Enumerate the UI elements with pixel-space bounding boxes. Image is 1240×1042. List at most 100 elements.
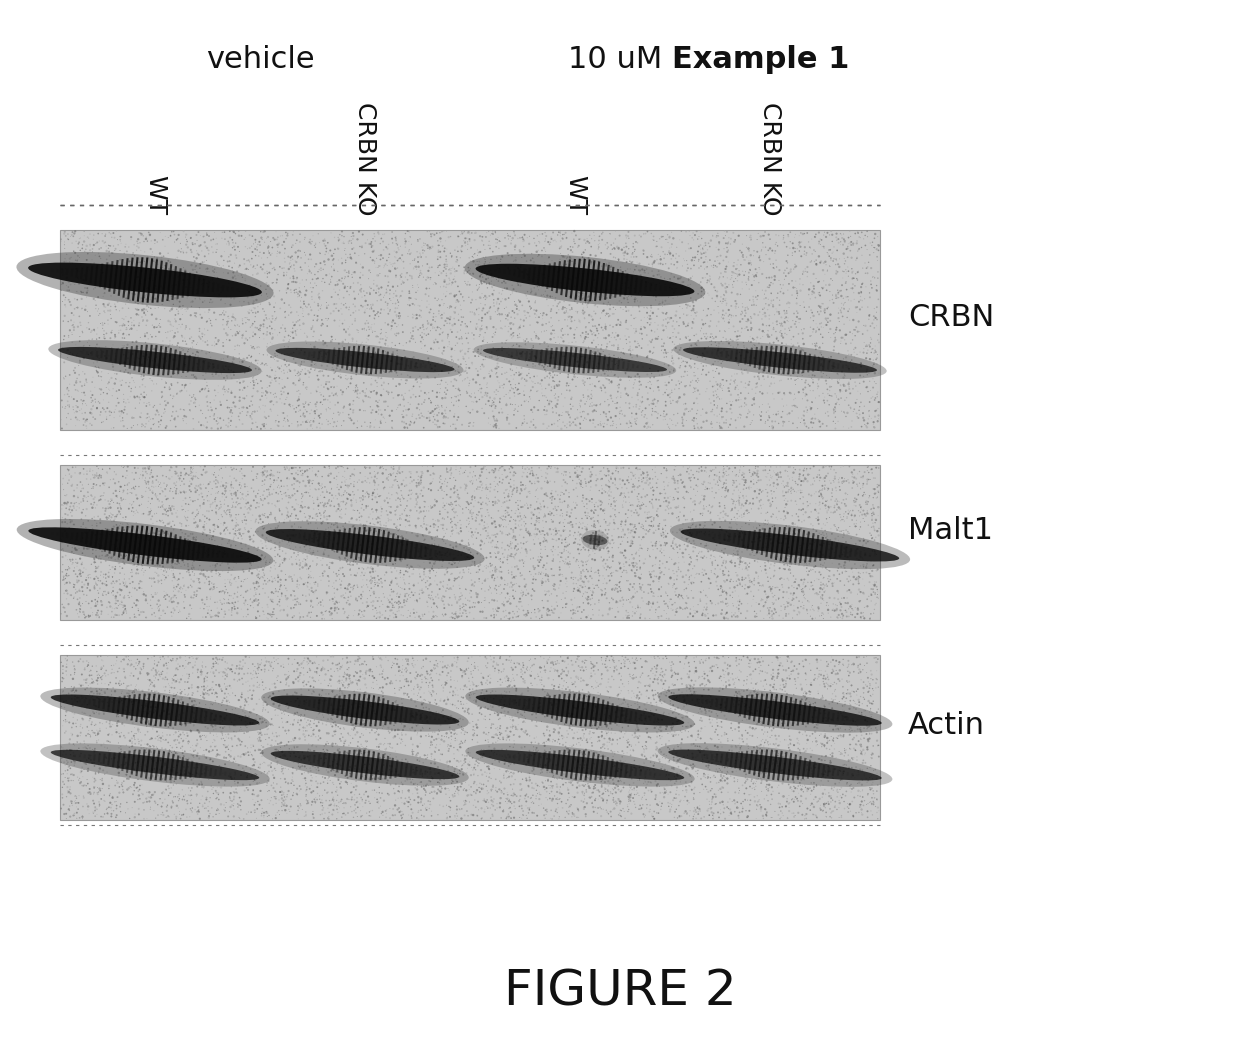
- Point: [58, 268, 78, 284]
- Point: [725, 300, 745, 317]
- Point: [114, 316, 134, 332]
- Point: [564, 231, 584, 248]
- Point: [269, 792, 289, 809]
- Point: [277, 773, 296, 790]
- Point: [598, 461, 618, 477]
- Point: [661, 344, 681, 361]
- Point: [558, 538, 578, 554]
- Point: [841, 598, 861, 615]
- Point: [148, 731, 167, 748]
- Point: [461, 501, 481, 518]
- Point: [677, 704, 697, 721]
- Point: [337, 610, 357, 626]
- Point: [738, 579, 758, 596]
- Point: [179, 670, 198, 687]
- Point: [844, 321, 864, 338]
- Point: [564, 223, 584, 240]
- Point: [730, 549, 750, 566]
- Point: [166, 458, 186, 475]
- Point: [681, 350, 701, 367]
- Point: [744, 588, 764, 604]
- Point: [591, 748, 611, 765]
- Point: [786, 747, 806, 764]
- Point: [724, 332, 744, 349]
- Point: [379, 738, 399, 754]
- Point: [471, 537, 491, 553]
- Point: [352, 553, 372, 570]
- Point: [325, 516, 345, 532]
- Point: [852, 549, 872, 566]
- Point: [407, 496, 427, 513]
- Point: [707, 387, 727, 403]
- Point: [831, 233, 851, 250]
- Point: [786, 398, 806, 415]
- Point: [141, 787, 161, 803]
- Point: [764, 340, 784, 356]
- Point: [822, 780, 842, 797]
- Point: [373, 381, 393, 398]
- Point: [81, 416, 100, 432]
- Point: [703, 356, 723, 373]
- Point: [51, 232, 71, 249]
- Point: [88, 585, 108, 601]
- Point: [397, 334, 417, 351]
- Point: [482, 333, 502, 350]
- Point: [481, 535, 501, 551]
- Point: [290, 665, 310, 681]
- Point: [268, 486, 288, 502]
- Point: [404, 593, 424, 610]
- Point: [781, 485, 801, 501]
- Point: [242, 421, 262, 438]
- Point: [533, 735, 553, 751]
- Point: [675, 405, 694, 422]
- Point: [102, 603, 122, 620]
- Point: [795, 460, 815, 476]
- Point: [353, 584, 373, 600]
- Point: [289, 751, 309, 768]
- Point: [433, 510, 453, 526]
- Point: [157, 490, 177, 506]
- Point: [557, 584, 577, 600]
- Point: [630, 698, 650, 715]
- Point: [696, 749, 715, 766]
- Point: [464, 464, 484, 480]
- Point: [165, 410, 185, 426]
- Point: [165, 552, 185, 569]
- Point: [481, 266, 501, 282]
- Point: [226, 499, 246, 516]
- Point: [206, 805, 226, 822]
- Point: [792, 580, 812, 597]
- Point: [641, 584, 661, 600]
- Point: [765, 413, 785, 429]
- Point: [683, 467, 703, 483]
- Point: [786, 552, 806, 569]
- Point: [356, 747, 376, 764]
- Point: [734, 786, 754, 802]
- Point: [479, 759, 498, 775]
- Point: [460, 303, 480, 320]
- Point: [869, 520, 889, 537]
- Point: [729, 572, 749, 589]
- Point: [309, 758, 329, 774]
- Point: [62, 389, 82, 405]
- Point: [135, 528, 155, 545]
- Point: [804, 280, 823, 297]
- Point: [207, 264, 227, 280]
- Point: [464, 473, 484, 490]
- Point: [507, 479, 527, 496]
- Point: [384, 655, 404, 672]
- Point: [650, 534, 670, 550]
- Point: [425, 573, 445, 590]
- Point: [823, 596, 843, 613]
- Point: [728, 737, 748, 753]
- Point: [330, 672, 350, 689]
- Point: [636, 701, 656, 718]
- Point: [568, 572, 588, 589]
- Point: [200, 301, 219, 318]
- Point: [548, 328, 568, 345]
- Point: [848, 600, 868, 617]
- Point: [217, 370, 237, 387]
- Point: [601, 469, 621, 486]
- Point: [777, 557, 797, 574]
- Point: [525, 804, 544, 821]
